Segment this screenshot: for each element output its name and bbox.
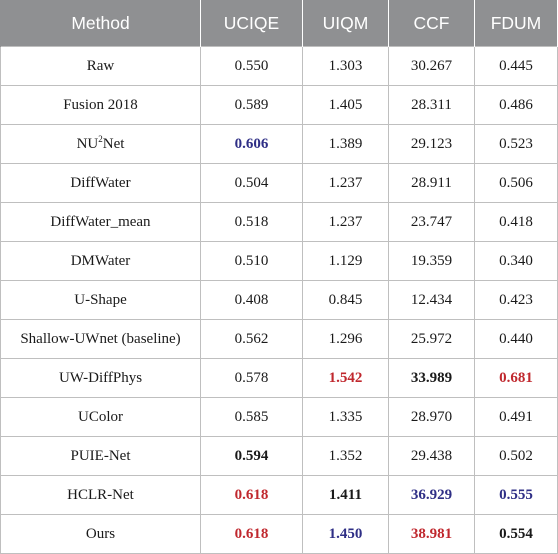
cell-method: DiffWater_mean (0, 202, 201, 242)
cell-fdum: 0.486 (474, 85, 558, 125)
cell-fdum: 0.491 (474, 397, 558, 437)
cell-fdum: 0.681 (474, 358, 558, 398)
cell-method: Shallow-UWnet (baseline) (0, 319, 201, 359)
header-method: Method (0, 0, 201, 47)
cell-ucique: 0.550 (200, 46, 303, 86)
table-row: Ours 0.618 1.450 38.981 0.554 (0, 514, 558, 554)
cell-fdum: 0.340 (474, 241, 558, 281)
cell-uiqm: 1.237 (302, 202, 389, 242)
cell-uiqm: 1.296 (302, 319, 389, 359)
cell-ccf: 28.970 (388, 397, 475, 437)
table-row: Shallow-UWnet (baseline) 0.562 1.296 25.… (0, 319, 558, 359)
cell-ccf: 19.359 (388, 241, 475, 281)
cell-ucique: 0.510 (200, 241, 303, 281)
cell-ccf: 28.911 (388, 163, 475, 203)
cell-uiqm: 1.389 (302, 124, 389, 164)
cell-uiqm: 1.411 (302, 475, 389, 515)
cell-ccf: 12.434 (388, 280, 475, 320)
cell-ucique: 0.618 (200, 514, 303, 554)
cell-ccf: 25.972 (388, 319, 475, 359)
cell-uiqm: 1.303 (302, 46, 389, 86)
cell-method: DMWater (0, 241, 201, 281)
cell-uiqm: 1.237 (302, 163, 389, 203)
cell-ucique: 0.606 (200, 124, 303, 164)
cell-ucique: 0.408 (200, 280, 303, 320)
cell-ccf: 30.267 (388, 46, 475, 86)
method-prefix: NU (76, 135, 99, 152)
table-row: UW-DiffPhys 0.578 1.542 33.989 0.681 (0, 358, 558, 398)
cell-fdum: 0.555 (474, 475, 558, 515)
table-row: DiffWater_mean 0.518 1.237 23.747 0.418 (0, 202, 558, 242)
cell-uiqm: 1.335 (302, 397, 389, 437)
cell-method: U-Shape (0, 280, 201, 320)
cell-ucique: 0.504 (200, 163, 303, 203)
cell-ucique: 0.585 (200, 397, 303, 437)
table-row: DiffWater 0.504 1.237 28.911 0.506 (0, 163, 558, 203)
cell-uiqm: 0.845 (302, 280, 389, 320)
cell-ccf: 36.929 (388, 475, 475, 515)
table-row: Raw 0.550 1.303 30.267 0.445 (0, 46, 558, 86)
header-row: Method UCIQE UIQM CCF FDUM (0, 0, 558, 47)
cell-ccf: 28.311 (388, 85, 475, 125)
table-row: PUIE-Net 0.594 1.352 29.438 0.502 (0, 436, 558, 476)
table-row: NU2Net 0.606 1.389 29.123 0.523 (0, 124, 558, 164)
cell-ucique: 0.594 (200, 436, 303, 476)
cell-ucique: 0.562 (200, 319, 303, 359)
header-ucique: UCIQE (200, 0, 303, 47)
cell-ccf: 29.438 (388, 436, 475, 476)
cell-ccf: 29.123 (388, 124, 475, 164)
cell-fdum: 0.554 (474, 514, 558, 554)
cell-method: Ours (0, 514, 201, 554)
cell-ucique: 0.589 (200, 85, 303, 125)
cell-method: NU2Net (0, 124, 201, 164)
cell-ccf: 33.989 (388, 358, 475, 398)
table-row: HCLR-Net 0.618 1.411 36.929 0.555 (0, 475, 558, 515)
cell-ucique: 0.518 (200, 202, 303, 242)
table-row: DMWater 0.510 1.129 19.359 0.340 (0, 241, 558, 281)
cell-ccf: 23.747 (388, 202, 475, 242)
cell-ccf: 38.981 (388, 514, 475, 554)
cell-uiqm: 1.405 (302, 85, 389, 125)
cell-fdum: 0.523 (474, 124, 558, 164)
cell-ucique: 0.618 (200, 475, 303, 515)
header-ccf: CCF (388, 0, 475, 47)
method-superscript: 2 (98, 133, 103, 144)
cell-method: UW-DiffPhys (0, 358, 201, 398)
cell-fdum: 0.506 (474, 163, 558, 203)
cell-uiqm: 1.352 (302, 436, 389, 476)
cell-method: PUIE-Net (0, 436, 201, 476)
header-fdum: FDUM (474, 0, 558, 47)
header-uiqm: UIQM (302, 0, 389, 47)
method-suffix: Net (102, 135, 125, 152)
cell-uiqm: 1.450 (302, 514, 389, 554)
cell-fdum: 0.423 (474, 280, 558, 320)
cell-uiqm: 1.542 (302, 358, 389, 398)
cell-fdum: 0.445 (474, 46, 558, 86)
cell-fdum: 0.440 (474, 319, 558, 359)
table-row: UColor 0.585 1.335 28.970 0.491 (0, 397, 558, 437)
cell-fdum: 0.418 (474, 202, 558, 242)
cell-ucique: 0.578 (200, 358, 303, 398)
cell-fdum: 0.502 (474, 436, 558, 476)
cell-method: DiffWater (0, 163, 201, 203)
cell-method: Fusion 2018 (0, 85, 201, 125)
cell-method: HCLR-Net (0, 475, 201, 515)
table-row: Fusion 2018 0.589 1.405 28.311 0.486 (0, 85, 558, 125)
cell-method: UColor (0, 397, 201, 437)
cell-uiqm: 1.129 (302, 241, 389, 281)
cell-method: Raw (0, 46, 201, 86)
table-row: U-Shape 0.408 0.845 12.434 0.423 (0, 280, 558, 320)
